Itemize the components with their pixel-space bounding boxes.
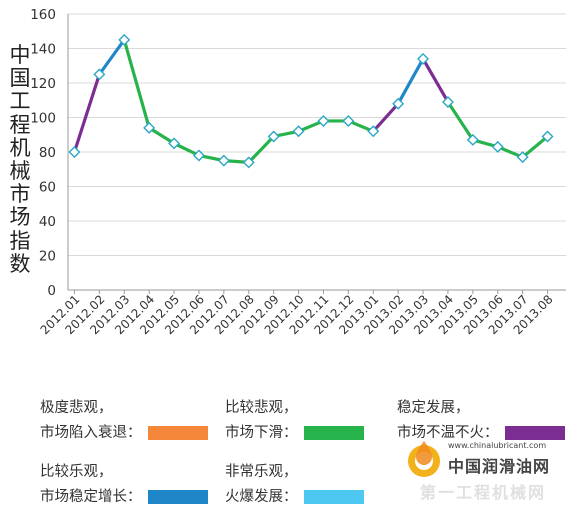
y-axis-title-char: 机 bbox=[9, 135, 31, 160]
y-axis-title-char: 中 bbox=[9, 43, 31, 67]
data-point bbox=[242, 156, 255, 169]
grid bbox=[67, 13, 566, 291]
data-point bbox=[367, 125, 380, 138]
y-axis-title-char: 数 bbox=[9, 251, 31, 276]
legend-swatch bbox=[147, 426, 208, 440]
data-point bbox=[466, 133, 479, 146]
data-point bbox=[342, 114, 355, 127]
series-segment bbox=[122, 38, 151, 130]
data-point bbox=[168, 137, 181, 150]
data-point bbox=[317, 114, 330, 127]
data-point bbox=[292, 125, 305, 138]
data-point bbox=[441, 95, 454, 108]
legend-label-line1: 比较乐观， bbox=[40, 464, 113, 480]
watermark-name: 中国润滑油网 bbox=[448, 457, 551, 476]
data-point bbox=[192, 149, 205, 162]
legend-label-line2: 市场不温不火： bbox=[397, 425, 499, 441]
y-axis-title-char: 国 bbox=[9, 66, 31, 91]
data-point bbox=[516, 151, 529, 164]
y-tick-label: 20 bbox=[39, 249, 56, 265]
y-tick-label: 40 bbox=[39, 214, 56, 230]
series-segment bbox=[147, 126, 176, 145]
x-axis-ticks: 2012.012012.022012.032012.042012.052012.… bbox=[38, 290, 556, 337]
y-axis-title-char: 指 bbox=[9, 228, 31, 253]
data-point bbox=[491, 140, 504, 153]
legend-label-line2: 市场稳定增长： bbox=[40, 489, 142, 505]
y-axis-title-char: 市 bbox=[9, 182, 31, 207]
y-axis-title-char: 程 bbox=[9, 112, 31, 137]
y-axis-title-char: 械 bbox=[9, 159, 31, 184]
y-tick-label: 80 bbox=[39, 145, 56, 161]
series-segment bbox=[371, 102, 400, 133]
y-tick-label: 120 bbox=[30, 76, 56, 92]
legend-item-stable: 稳定发展， 市场不温不火： bbox=[397, 398, 565, 443]
series-points bbox=[68, 33, 554, 169]
legend-swatch bbox=[303, 426, 364, 440]
y-axis-ticks: 0 20 40 60 80 100 120 140 160 bbox=[30, 7, 56, 299]
watermark-url: www.chinalubricant.com bbox=[448, 441, 547, 450]
y-tick-label: 60 bbox=[39, 180, 56, 196]
watermark-subtitle: 第一工程机械网 bbox=[420, 483, 547, 502]
legend-item-extreme-pessimism: 极度悲观， 市场陷入衰退： bbox=[40, 398, 208, 443]
data-point bbox=[417, 52, 430, 65]
legend-swatch bbox=[504, 426, 565, 440]
data-point bbox=[541, 130, 554, 143]
legend-label-line2: 市场下滑： bbox=[225, 425, 298, 441]
legend-label-line1: 非常乐观， bbox=[225, 464, 298, 480]
data-point bbox=[143, 121, 156, 134]
series-line bbox=[72, 38, 550, 164]
series-segment bbox=[72, 72, 101, 154]
legend-swatch bbox=[303, 490, 364, 504]
y-axis-title: 中国工程机械市场指数 bbox=[6, 43, 34, 276]
y-tick-label: 100 bbox=[30, 111, 56, 127]
legend-label-line1: 比较悲观， bbox=[225, 400, 298, 416]
data-point bbox=[93, 68, 106, 81]
data-point bbox=[68, 146, 81, 158]
data-point bbox=[392, 97, 405, 110]
series-segment bbox=[521, 134, 550, 159]
series-segment bbox=[97, 38, 126, 76]
legend-label-line2: 火爆发展： bbox=[225, 489, 298, 505]
data-point bbox=[267, 130, 280, 143]
y-axis-title-char: 工 bbox=[9, 89, 31, 114]
legend-item-high-optimism: 非常乐观， 火爆发展： bbox=[225, 462, 364, 507]
y-axis-title-char: 场 bbox=[9, 205, 31, 230]
series-segment bbox=[421, 57, 450, 104]
series-segment bbox=[247, 134, 276, 164]
y-tick-label: 0 bbox=[47, 283, 56, 299]
legend-item-pessimism: 比较悲观， 市场下滑： bbox=[225, 398, 364, 443]
legend-item-optimism: 比较乐观， 市场稳定增长： bbox=[40, 462, 208, 507]
watermark: www.chinalubricant.com 中国润滑油网 第一工程机械网 bbox=[400, 435, 575, 505]
line-chart: 0 20 40 60 80 100 120 140 160 2012.012012.022012… bbox=[30, 7, 566, 337]
y-tick-label: 160 bbox=[30, 7, 56, 23]
legend-label-line1: 极度悲观， bbox=[40, 400, 113, 416]
legend-label-line1: 稳定发展， bbox=[397, 400, 470, 416]
series-segment bbox=[446, 100, 475, 142]
series-segment bbox=[396, 57, 425, 106]
legend-swatch bbox=[147, 490, 208, 504]
data-point bbox=[118, 33, 131, 46]
y-tick-label: 140 bbox=[30, 42, 56, 58]
series-segment bbox=[172, 141, 201, 158]
lubricant-logo-icon bbox=[408, 441, 440, 477]
data-point bbox=[217, 154, 230, 167]
legend-label-line2: 市场陷入衰退： bbox=[40, 425, 142, 441]
